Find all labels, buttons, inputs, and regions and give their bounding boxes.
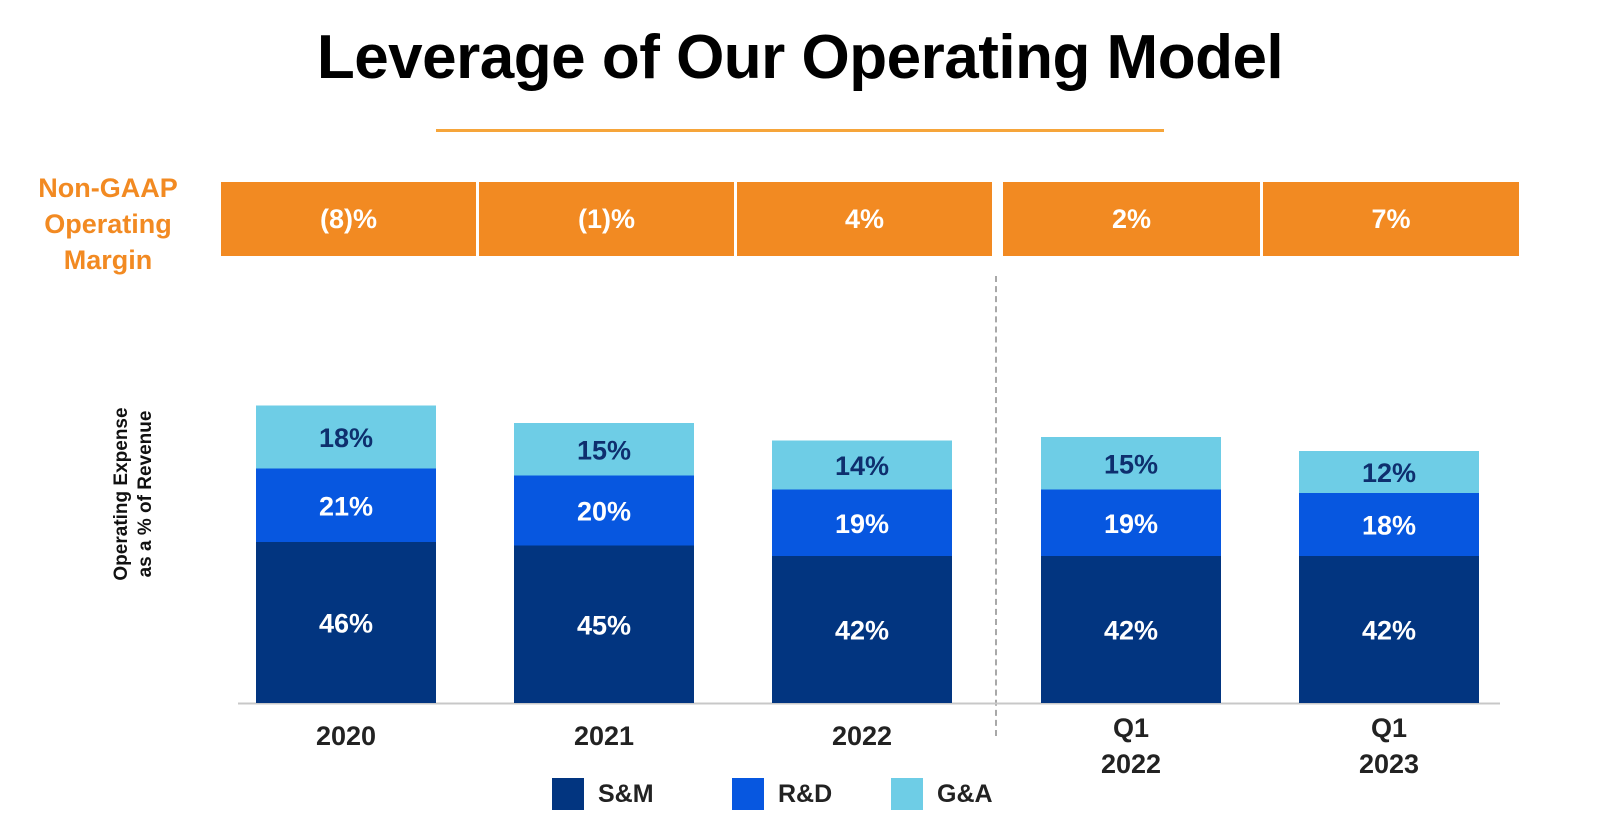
bar-data-label: 20% (577, 497, 631, 527)
legend-swatch-ga (891, 778, 923, 810)
legend-label-sm: S&M (598, 779, 654, 808)
legend-item-sm: S&M (552, 778, 654, 810)
x-tick-label: 2021 (574, 721, 634, 751)
bar-segment (1299, 493, 1479, 556)
bar-segment (256, 542, 436, 703)
bar-data-label: 19% (1104, 509, 1158, 539)
bar-segment (514, 545, 694, 703)
legend-item-rd: R&D (732, 778, 832, 810)
bar-segment (772, 556, 952, 703)
margin-cell-2021: (1)% (479, 182, 734, 256)
legend-label-ga: G&A (937, 779, 993, 808)
bar-segment (256, 468, 436, 542)
bar-segment (514, 475, 694, 546)
bar-data-label: 14% (835, 451, 889, 481)
x-tick-label: 2023 (1359, 749, 1419, 779)
bar-data-label: 15% (1104, 449, 1158, 479)
bar-segment (1041, 556, 1221, 703)
bar-segment (1041, 437, 1221, 490)
bar-segment (256, 405, 436, 469)
bar-segment (772, 440, 952, 490)
bar-segment (1299, 556, 1479, 703)
margin-label-line: Non-GAAP (38, 173, 178, 203)
margin-cell-q1-2023: 7% (1263, 182, 1519, 256)
margin-cell-2022: 4% (737, 182, 992, 256)
margin-cell-2020: (8)% (221, 182, 476, 256)
bar-data-label: 19% (835, 509, 889, 539)
x-tick-label: Q1 (1371, 713, 1407, 743)
legend-label-rd: R&D (778, 779, 833, 808)
margin-cell-q1-2022: 2% (1003, 182, 1260, 256)
x-tick-label: 2020 (316, 721, 376, 751)
x-tick-label: Q1 (1113, 713, 1149, 743)
margin-label-line: Operating (44, 209, 172, 239)
bar-data-label: 18% (319, 423, 373, 453)
bar-data-label: 42% (1104, 616, 1158, 646)
bar-segment (1299, 451, 1479, 493)
period-divider (995, 276, 997, 736)
title-underline (436, 129, 1164, 132)
x-tick-label: 2022 (832, 721, 892, 751)
bar-data-label: 42% (1362, 616, 1416, 646)
bar-data-label: 46% (319, 609, 373, 639)
legend-item-ga: G&A (891, 778, 993, 810)
bar-data-label: 12% (1362, 458, 1416, 488)
bar-segment (514, 423, 694, 476)
page-title: Leverage of Our Operating Model (316, 23, 1284, 92)
bar-data-label: 45% (577, 610, 631, 640)
legend-swatch-rd (732, 778, 764, 810)
bar-segment (772, 489, 952, 556)
bar-data-label: 18% (1362, 511, 1416, 541)
legend-swatch-sm (552, 778, 584, 810)
bar-segment (1041, 489, 1221, 556)
bar-data-label: 21% (319, 491, 373, 521)
margin-row-label: Non-GAAP Operating Margin (14, 170, 202, 278)
x-tick-label: 2022 (1101, 749, 1161, 779)
bar-data-label: 42% (835, 616, 889, 646)
bar-data-label: 15% (577, 435, 631, 465)
margin-label-line: Margin (63, 245, 153, 275)
